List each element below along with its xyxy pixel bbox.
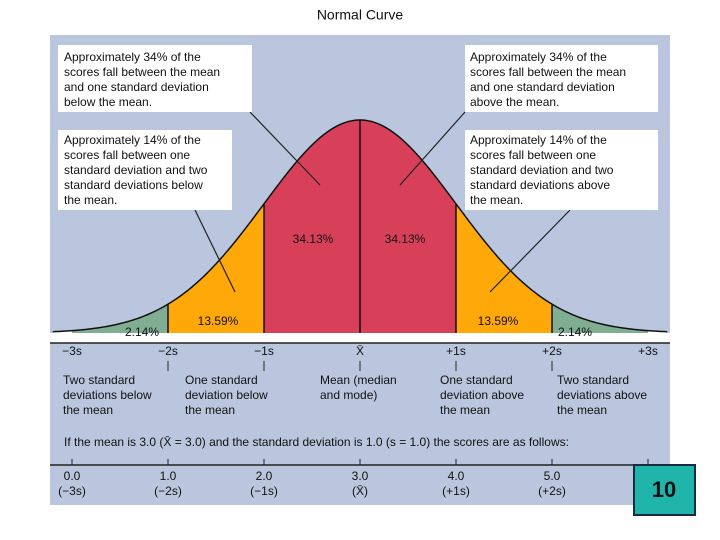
scale-value: 3.0: [352, 469, 369, 483]
scale-value: 5.0: [544, 469, 561, 483]
pointer: [399, 111, 466, 186]
sd-label: X̄: [356, 344, 364, 358]
pointer: [194, 209, 236, 293]
description: One standard: [440, 373, 513, 387]
description: the mean: [185, 403, 235, 417]
pointers: [194, 111, 571, 293]
scale-value: 4.0: [448, 469, 465, 483]
description: deviation above: [440, 388, 524, 402]
description: the mean: [557, 403, 607, 417]
callout-text: standard deviations below: [64, 178, 203, 192]
region-label: 13.59%: [478, 314, 519, 328]
region-label: 34.13%: [293, 232, 334, 246]
description: Two standard: [63, 373, 135, 387]
sd-label: +1s: [446, 344, 466, 358]
sd-label: −1s: [254, 344, 274, 358]
callout-text: scores fall between the mean: [64, 65, 220, 79]
description: the mean: [63, 403, 113, 417]
sd-label: +2s: [542, 344, 562, 358]
sd-label: +3s: [638, 344, 658, 358]
callout-text: standard deviation and two: [470, 163, 614, 177]
sd-label: −3s: [62, 344, 82, 358]
scale-value: 0.0: [64, 469, 81, 483]
description: deviations below: [63, 388, 152, 402]
region-label: 2.14%: [558, 325, 592, 339]
description: deviation below: [185, 388, 268, 402]
scale-bracket: (−1s): [250, 484, 278, 498]
scale-value: 1.0: [160, 469, 177, 483]
scale-value: 2.0: [256, 469, 273, 483]
callout-box: [465, 130, 658, 210]
scale-bracket: (+2s): [538, 484, 566, 498]
sd-label: −2s: [158, 344, 178, 358]
callout-text: above the mean.: [470, 95, 559, 109]
curve-region: [552, 304, 648, 333]
description: Two standard: [557, 373, 629, 387]
baseline-strip: [50, 333, 670, 343]
callout-text: the mean.: [470, 193, 523, 207]
callout-box: [58, 45, 252, 112]
callout-text: Approximately 14% of the: [64, 133, 201, 147]
callout-text: below the mean.: [64, 95, 152, 109]
curve-group: [52, 119, 668, 333]
callout-text: scores fall between one: [470, 148, 596, 162]
description: the mean: [440, 403, 490, 417]
callout-box: [465, 45, 658, 112]
description: deviations above: [557, 388, 647, 402]
callout-text: standard deviation and two: [64, 163, 208, 177]
region-label: 13.59%: [198, 314, 239, 328]
callout-text: scores fall between one: [64, 148, 190, 162]
scale-bracket: (X̄): [352, 484, 368, 498]
curve-region: [72, 304, 168, 333]
note: If the mean is 3.0 (X̄ = 3.0) and the st…: [64, 435, 569, 449]
scale-bracket: (−3s): [58, 484, 86, 498]
pointer: [489, 209, 571, 293]
callout-box: [58, 130, 232, 210]
callout-text: and one standard deviation: [64, 80, 209, 94]
description: One standard: [185, 373, 258, 387]
description: Mean (median: [320, 373, 397, 387]
callout-text: standard deviations above: [470, 178, 610, 192]
callout-text: Approximately 34% of the: [470, 50, 607, 64]
callout-text: and one standard deviation: [470, 80, 615, 94]
description: and mode): [320, 388, 377, 402]
region-label: 34.13%: [385, 232, 426, 246]
page-number: 10: [652, 477, 676, 502]
title: Normal Curve: [317, 7, 404, 23]
scale-bracket: (+1s): [442, 484, 470, 498]
callout-text: the mean.: [64, 193, 117, 207]
callout-text: Approximately 34% of the: [64, 50, 201, 64]
callout-text: scores fall between the mean: [470, 65, 626, 79]
region-label: 2.14%: [125, 325, 159, 339]
scale-bracket: (−2s): [154, 484, 182, 498]
pointer: [249, 111, 321, 186]
page-number-box: [633, 464, 696, 516]
callout-text: Approximately 14% of the: [470, 133, 607, 147]
